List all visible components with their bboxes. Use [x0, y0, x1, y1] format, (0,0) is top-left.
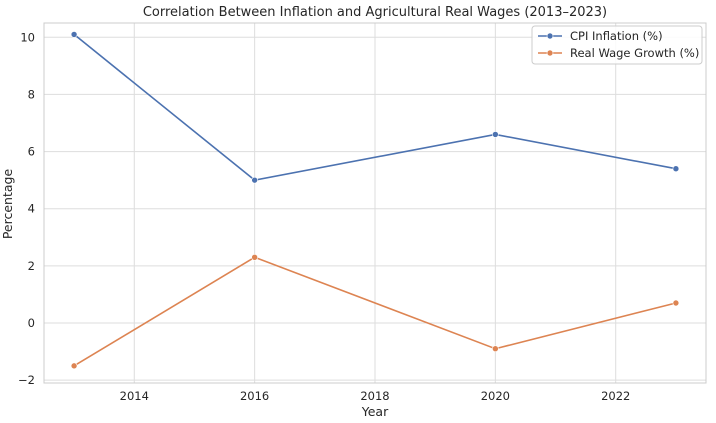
legend-item-cpi-inflation: CPI Inflation (%) [538, 29, 663, 43]
data-point-real-wage-growth [672, 299, 680, 307]
data-point-cpi-inflation [251, 176, 258, 184]
data-point-cpi-inflation [492, 131, 499, 138]
plot-area [43, 22, 707, 384]
x-tick-label: 2016 [240, 389, 269, 403]
legend-label-cpi-inflation: CPI Inflation (%) [570, 29, 663, 43]
data-point-cpi-inflation [672, 165, 680, 173]
data-point-real-wage-growth [251, 253, 258, 261]
legend-label-real-wage-growth: Real Wage Growth (%) [570, 46, 699, 60]
legend-box [531, 25, 703, 65]
x-axis-label: Year [361, 404, 389, 419]
y-tick-label: 8 [28, 87, 35, 101]
x-tick-label: 2018 [360, 389, 389, 403]
x-tick-label: 2014 [120, 389, 149, 403]
data-point-real-wage-growth [492, 345, 499, 353]
y-axis-ticks: −2 0 2 4 6 8 10 [18, 30, 35, 387]
x-tick-label: 2020 [481, 389, 510, 403]
legend-item-real-wage-growth: Real Wage Growth (%) [538, 46, 699, 60]
y-tick-label: 10 [20, 30, 35, 44]
legend-marker-cpi-inflation [546, 32, 554, 40]
y-tick-label: 6 [28, 145, 35, 159]
y-tick-label: 4 [28, 202, 35, 216]
y-tick-label: 0 [28, 316, 35, 330]
series-line-cpi-inflation [73, 33, 677, 181]
chart-title: Correlation Between Inflation and Agricu… [143, 5, 607, 20]
y-tick-label: 2 [28, 259, 35, 273]
x-tick-label: 2022 [601, 389, 630, 403]
data-point-real-wage-growth [70, 362, 78, 370]
series-layer [70, 31, 680, 370]
y-tick-label: −2 [18, 373, 35, 387]
legend-marker-real-wage-growth [546, 49, 554, 57]
x-axis-ticks: 2014 2016 2018 2020 2022 [120, 389, 631, 403]
grid-lines [44, 23, 706, 383]
series-line-real-wage-growth [73, 256, 677, 367]
y-axis-label: Percentage [0, 169, 15, 240]
legend: CPI Inflation (%) Real Wage Growth (%) [531, 25, 703, 65]
data-point-cpi-inflation [70, 31, 78, 38]
